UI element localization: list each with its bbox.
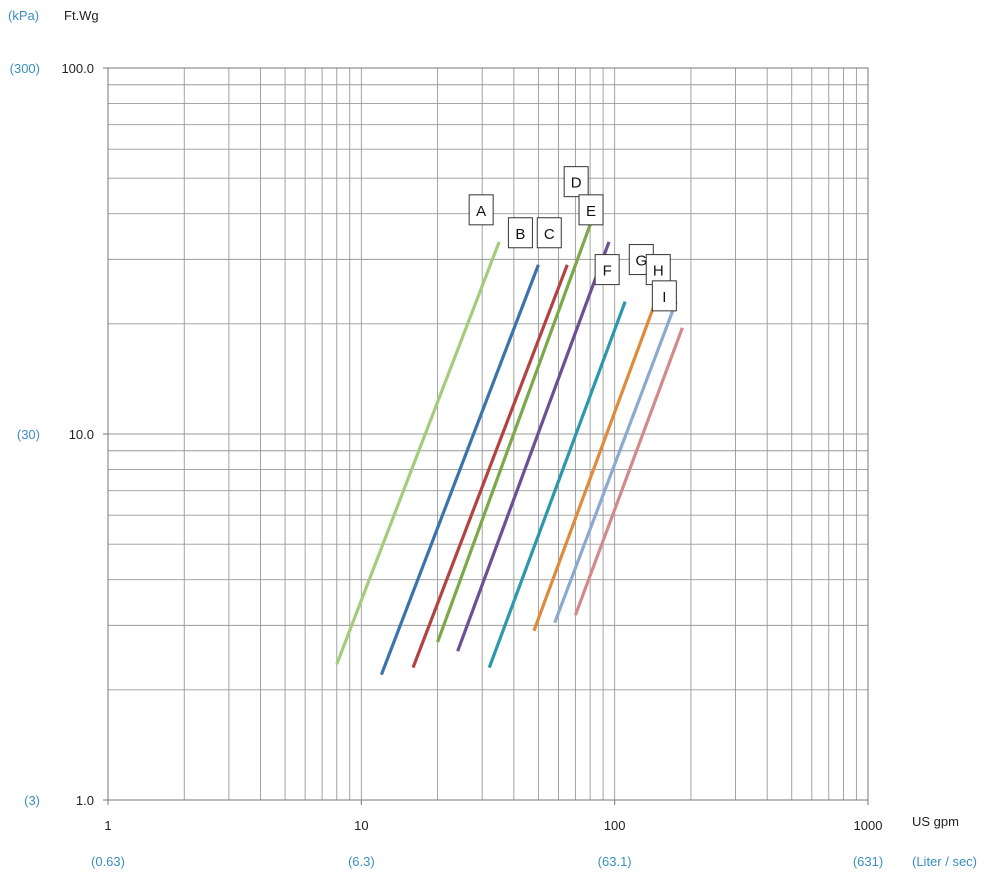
series-label-box: [507, 217, 533, 249]
axis-ticks: 1 (0.63) 10 (6.3) 100 (63.1) 1000 (631) 100.0 (30…: [10, 61, 884, 869]
series-line-h: [553, 301, 678, 624]
series-line-e: [456, 241, 611, 652]
series-label-box: [651, 280, 677, 312]
series-label-box: [594, 254, 620, 286]
series-label-text: I: [662, 289, 666, 306]
y-tick-label-secondary: (30): [17, 427, 40, 442]
series-label-text: B: [515, 226, 525, 243]
series-label-text: G: [635, 253, 647, 270]
x-tick-label: 1000: [854, 818, 883, 833]
series-label-text: H: [653, 263, 664, 280]
y-tick-label: 1.0: [76, 793, 94, 808]
series-label-a: A: [468, 194, 494, 226]
x-tick-label: 10: [354, 818, 368, 833]
x-tick-label-secondary: (63.1): [598, 854, 632, 869]
series-label-c: C: [536, 217, 562, 249]
series-label-text: A: [476, 203, 486, 220]
series-label-h: H: [645, 254, 671, 286]
series-line-d: [436, 213, 596, 643]
series-line-a: [335, 241, 501, 665]
series-line-c: [411, 264, 569, 669]
series-lines: [335, 213, 684, 676]
series-label-text: C: [544, 226, 555, 243]
x-tick-label-secondary: (631): [853, 854, 883, 869]
x-tick-label: 1: [104, 818, 111, 833]
y-unit-secondary: (kPa): [8, 8, 39, 23]
series-label-box: [536, 217, 562, 249]
series-label-i: I: [651, 280, 677, 312]
x-tick-label: 100: [604, 818, 626, 833]
y-unit-primary: Ft.Wg: [64, 8, 99, 23]
series-labels: A B C DE F GHI: [468, 166, 677, 312]
x-tick-label-secondary: (0.63): [91, 854, 125, 869]
series-line-g: [532, 291, 661, 632]
series-label-b: B: [507, 217, 533, 249]
series-label-box: [578, 194, 604, 226]
series-label-text: D: [571, 175, 582, 192]
x-unit-primary: US gpm: [912, 814, 959, 829]
x-tick-label-secondary: (6.3): [348, 854, 375, 869]
series-label-d: D: [563, 166, 589, 198]
y-tick-label: 10.0: [69, 427, 94, 442]
y-tick-label-secondary: (300): [10, 61, 40, 76]
y-tick-label: 100.0: [61, 61, 94, 76]
chart-grid: [108, 68, 868, 800]
series-label-e: E: [578, 194, 604, 226]
series-label-box: [645, 254, 671, 286]
x-unit-secondary: (Liter / sec): [912, 854, 977, 869]
series-label-f: F: [594, 254, 620, 286]
series-line-b: [379, 264, 540, 676]
series-line-i: [573, 327, 684, 616]
y-tick-label-secondary: (3): [24, 793, 40, 808]
series-label-box: [563, 166, 589, 198]
series-label-text: E: [586, 203, 596, 220]
series-line-f: [487, 301, 627, 669]
series-label-text: F: [603, 263, 612, 280]
series-label-box: [468, 194, 494, 226]
